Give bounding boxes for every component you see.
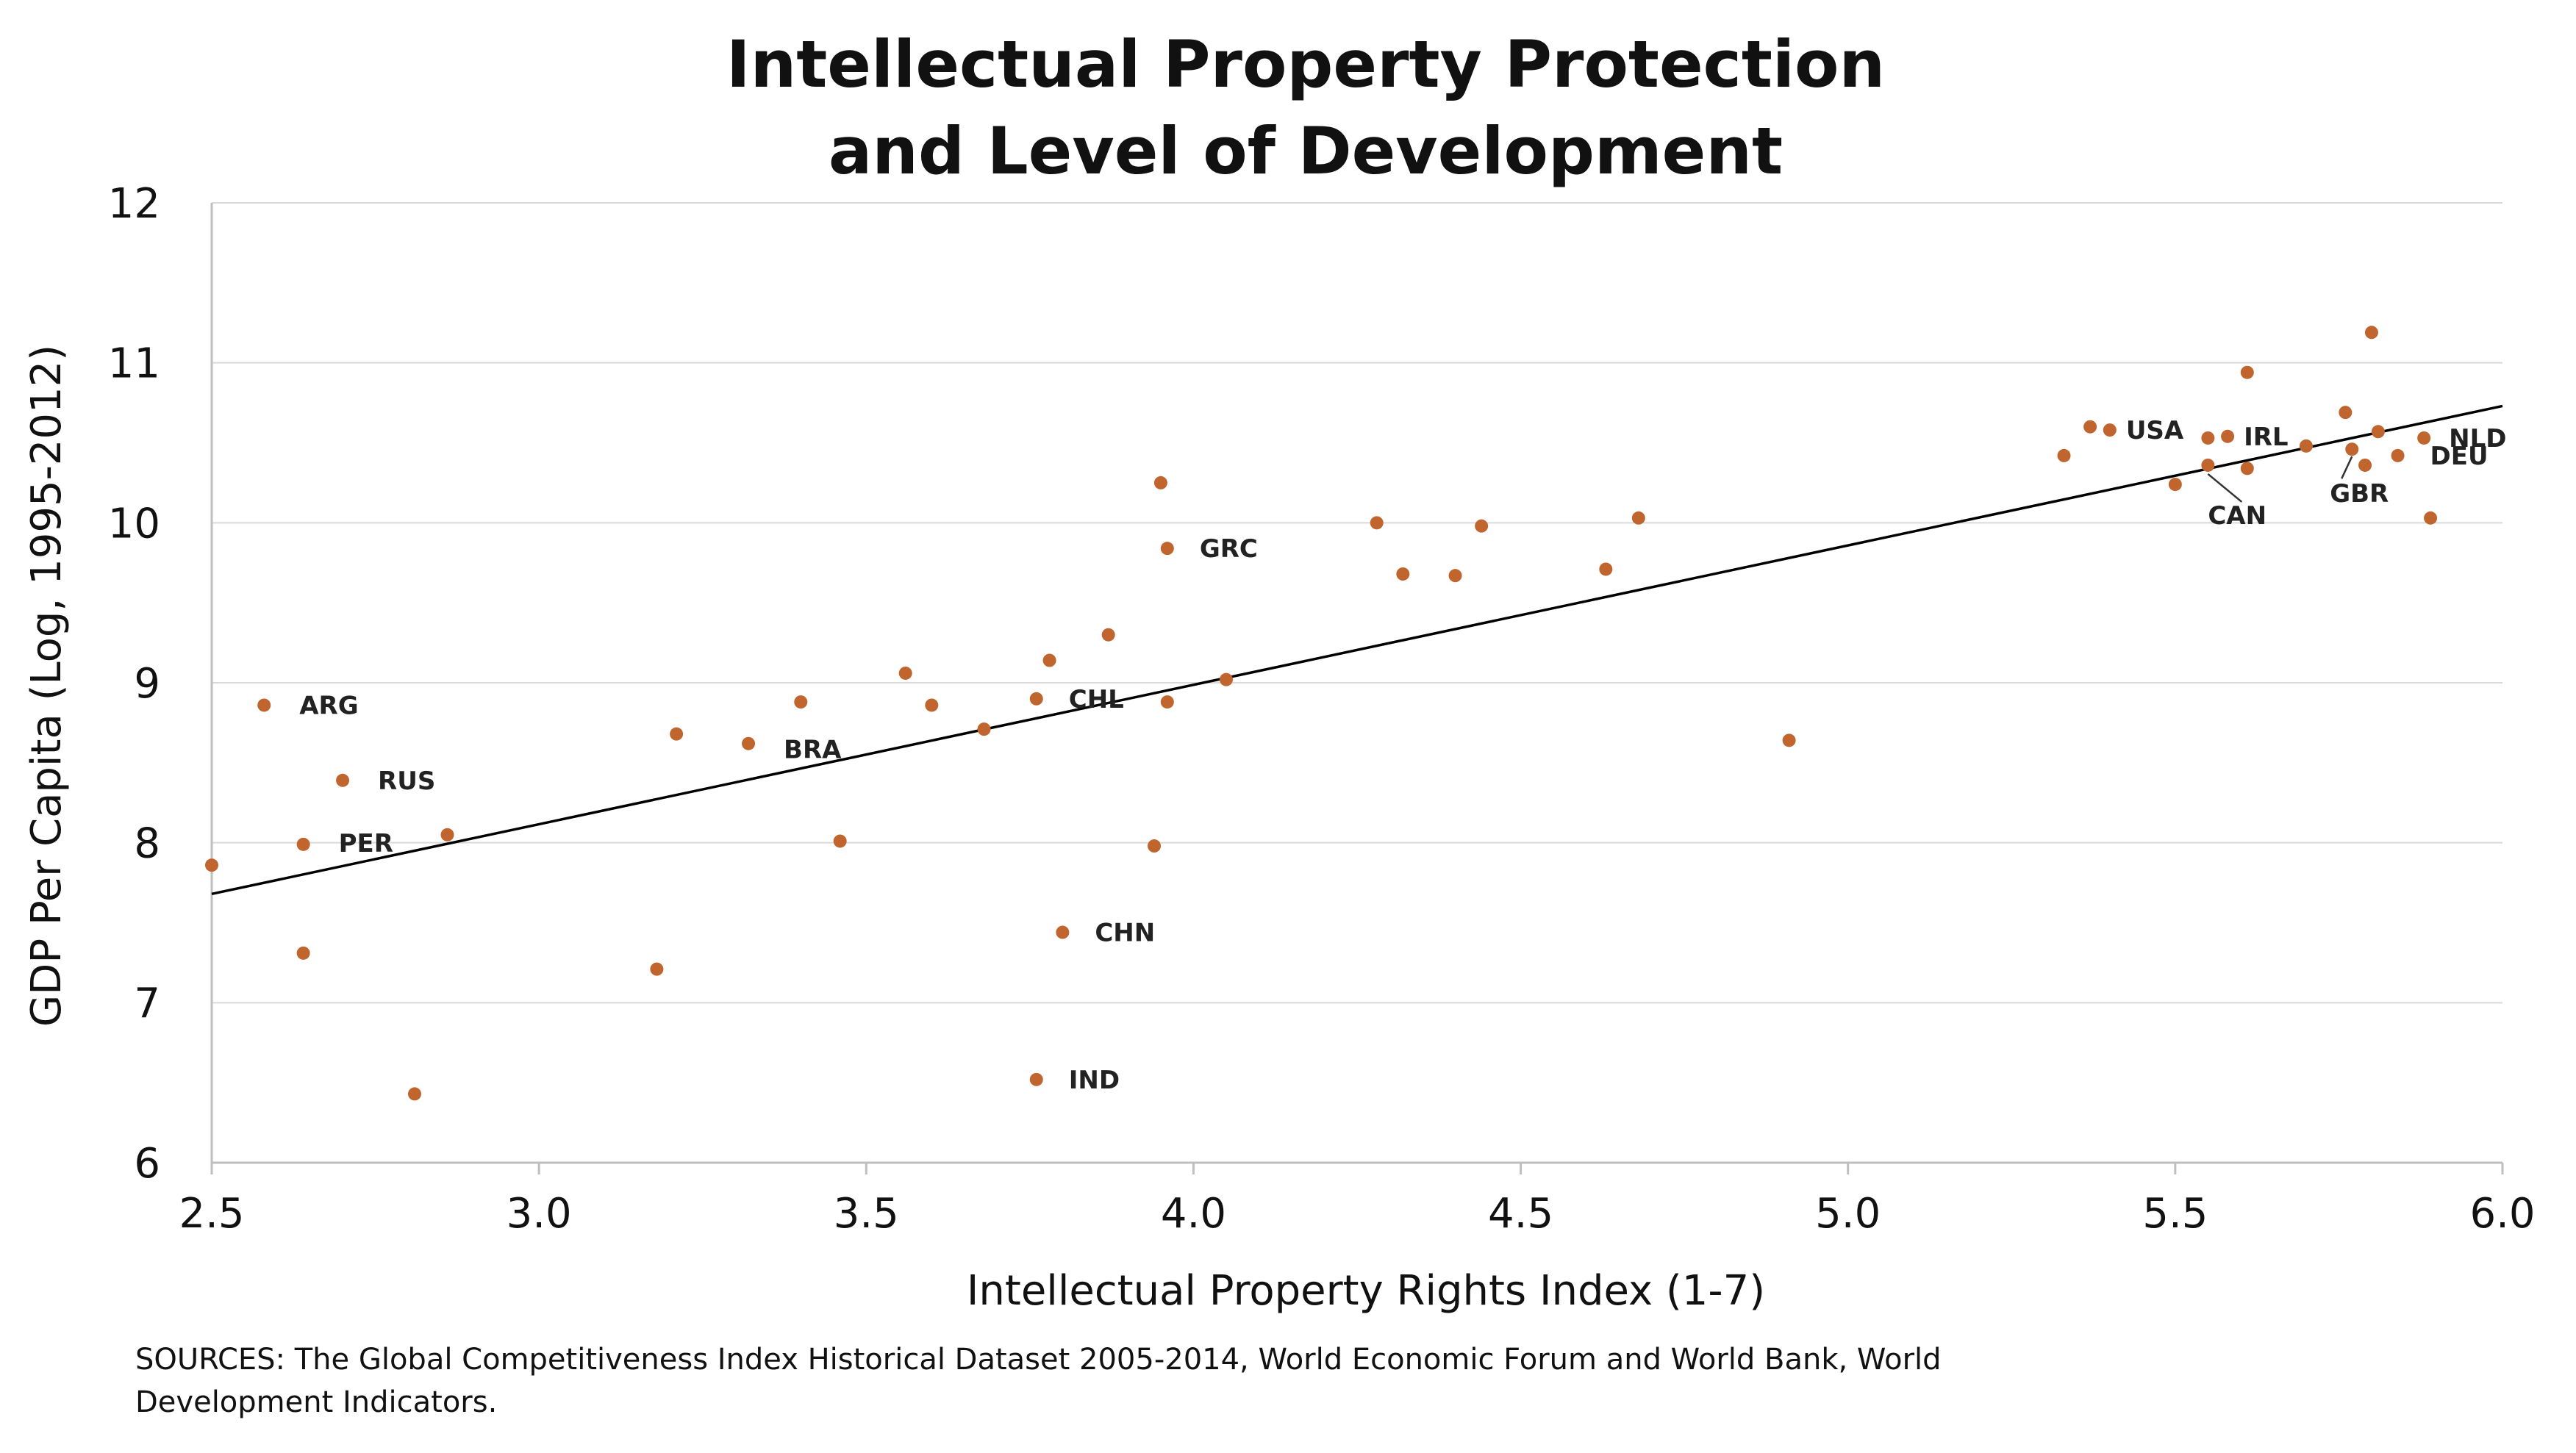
data-point [336,773,350,787]
source-note-line-1: SOURCES: The Global Competitiveness Inde… [135,1343,1942,1377]
data-point [2417,431,2431,445]
point-labels: ARG PER RUS BRA CHL IND CHN GRC USA CAN IRL GBR DEUN… [299,416,2506,1095]
data-point [898,666,912,680]
data-point [1042,653,1056,667]
data-point [205,858,218,872]
data-point [794,695,808,709]
point-label-gbr: GBR [2330,479,2389,509]
data-point [2371,425,2385,439]
point-label-rus: RUS [378,767,435,796]
data-point [2391,448,2405,462]
data-point [670,727,684,741]
data-point [2358,458,2372,472]
data-point [2240,365,2254,379]
label-leader-line [2207,473,2243,503]
data-points [205,326,2438,1101]
point-label-bra: BRA [784,736,842,765]
point-label-chl: CHL [1069,685,1124,714]
point-label-chn: CHN [1095,919,1155,948]
data-point [1056,925,1070,939]
label-leaders [2207,456,2353,503]
data-point [2339,406,2353,420]
data-point [257,698,271,712]
data-point [1370,516,1384,530]
y-tick-label: 10 [108,500,160,548]
data-point [1599,562,1613,576]
data-point [1029,1072,1043,1086]
data-point [1029,692,1043,706]
data-point [977,722,991,736]
gridlines [212,202,2502,1004]
y-tick-label: 8 [134,820,160,868]
x-tick-label: 6.0 [2469,1190,2535,1238]
data-point [296,837,310,851]
trendline [211,404,2503,896]
y-tick-label: 11 [108,340,160,388]
point-label-usa: USA [2126,416,2184,445]
data-point [1101,628,1115,642]
label-leader-line [2341,456,2353,479]
data-point [1448,569,1462,583]
data-point [296,946,310,960]
x-tick-label: 3.0 [507,1190,572,1238]
data-point [1396,567,1410,581]
x-tick-label: 4.5 [1488,1190,1553,1238]
y-tick-labels: 6 7 8 9 10 11 12 [108,180,160,1188]
chart-title-line-2: and Level of Development [829,113,1783,189]
data-point [2221,429,2235,443]
data-point [440,828,454,842]
x-tick-label: 4.0 [1161,1190,1226,1238]
data-point [2201,458,2215,472]
data-point [833,834,847,848]
x-axis-label: Intellectual Property Rights Index (1-7) [967,1267,1765,1315]
data-point [742,736,756,750]
data-point [925,698,939,712]
data-point [2240,462,2254,476]
x-tick-labels: 2.5 3.0 3.5 4.0 4.5 5.0 5.5 6.0 [179,1190,2535,1238]
trendline-layer [211,404,2503,896]
data-point [2168,478,2182,492]
data-point [650,962,664,976]
point-label-ind: IND [1069,1066,1120,1095]
point-label-nld: NLD [2449,424,2506,453]
data-point [1475,519,1489,533]
data-point [2201,431,2215,445]
data-point [2083,420,2097,434]
point-label-arg: ARG [299,691,358,720]
point-label-grc: GRC [1200,534,1258,564]
y-tick-label: 7 [134,980,160,1027]
point-label-per: PER [339,829,393,858]
y-axis-label: GDP Per Capita (Log, 1995-2012) [23,345,71,1027]
data-point [1782,733,1796,747]
source-note-line-2: Development Indicators. [135,1385,497,1419]
data-point [2299,439,2313,453]
x-tick-label: 3.5 [834,1190,899,1238]
chart-title-line-1: Intellectual Property Protection [726,26,1885,102]
data-point [2364,326,2378,340]
data-point [1219,672,1233,686]
x-tick-label: 5.5 [2142,1190,2208,1238]
y-tick-label: 6 [134,1140,160,1188]
data-point [1148,839,1162,853]
point-label-can: CAN [2208,501,2266,531]
data-point [1153,476,1167,489]
data-point [2424,511,2438,525]
x-tick-label: 2.5 [179,1190,244,1238]
point-label-irl: IRL [2244,423,2289,452]
y-tick-label: 9 [134,660,160,708]
data-point [2103,423,2117,437]
data-point [2345,442,2359,456]
x-tick-label: 5.0 [1815,1190,1881,1238]
y-tick-label: 12 [108,180,160,228]
data-point [1631,511,1645,525]
data-point [2057,448,2071,462]
data-point [1160,695,1174,709]
data-point [407,1087,421,1101]
axes [210,203,2504,1174]
data-point [1160,542,1174,556]
point-label-deu: DEU [2430,442,2489,471]
